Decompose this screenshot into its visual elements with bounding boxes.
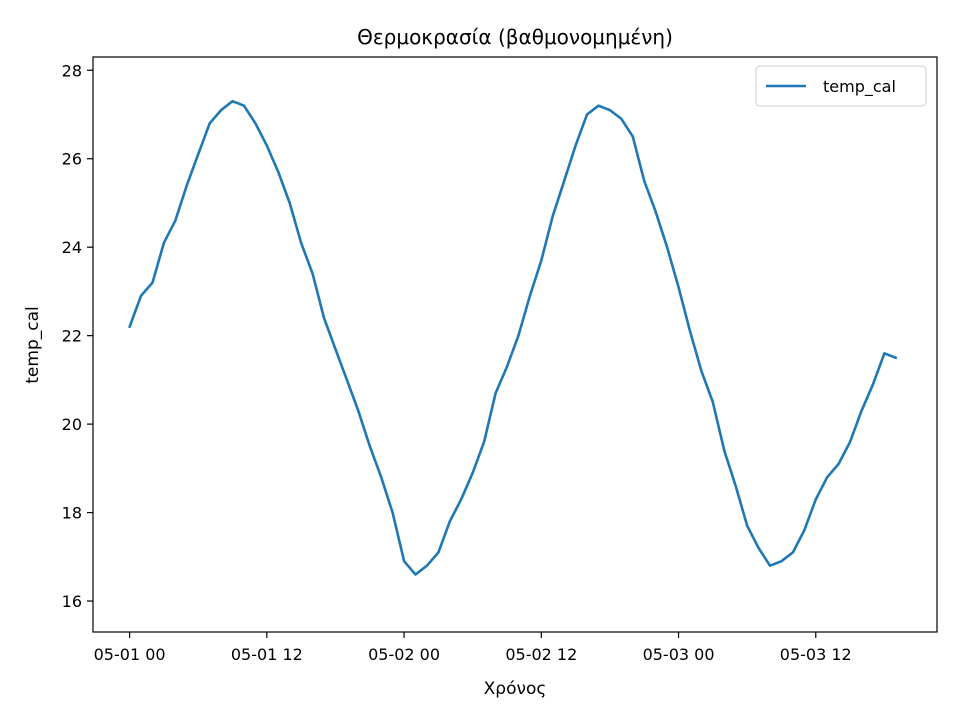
x-tick-label: 05-02 00 <box>368 645 440 664</box>
x-tick-label: 05-02 12 <box>505 645 577 664</box>
y-tick-label: 16 <box>62 592 82 611</box>
x-tick-label: 05-01 00 <box>94 645 166 664</box>
x-axis: 05-01 00 05-01 12 05-02 00 05-02 12 05-03 00… <box>94 632 852 664</box>
legend-label-temp-cal: temp_cal <box>823 77 896 97</box>
y-tick-label: 28 <box>62 61 82 80</box>
series-line-temp-cal <box>128 99 898 576</box>
x-tick-label: 05-03 00 <box>643 645 715 664</box>
x-axis-label: Χρόνος <box>484 679 547 699</box>
y-tick-label: 24 <box>62 238 82 257</box>
x-tick-label: 05-03 12 <box>780 645 852 664</box>
y-tick-label: 26 <box>62 150 82 169</box>
y-tick-label: 22 <box>62 327 82 346</box>
chart-title: Θερμοκρασία (βαθμονομημένη) <box>357 25 673 49</box>
x-tick-label: 05-01 12 <box>231 645 303 664</box>
y-tick-label: 20 <box>62 415 82 434</box>
y-axis: 16 18 20 22 24 26 28 <box>62 61 93 611</box>
series-layer <box>128 99 898 576</box>
legend-box <box>755 65 927 107</box>
y-tick-label: 18 <box>62 504 82 523</box>
y-axis-label: temp_cal <box>23 306 43 383</box>
legend: temp_cal <box>755 65 927 107</box>
plot-area-frame <box>92 56 938 633</box>
